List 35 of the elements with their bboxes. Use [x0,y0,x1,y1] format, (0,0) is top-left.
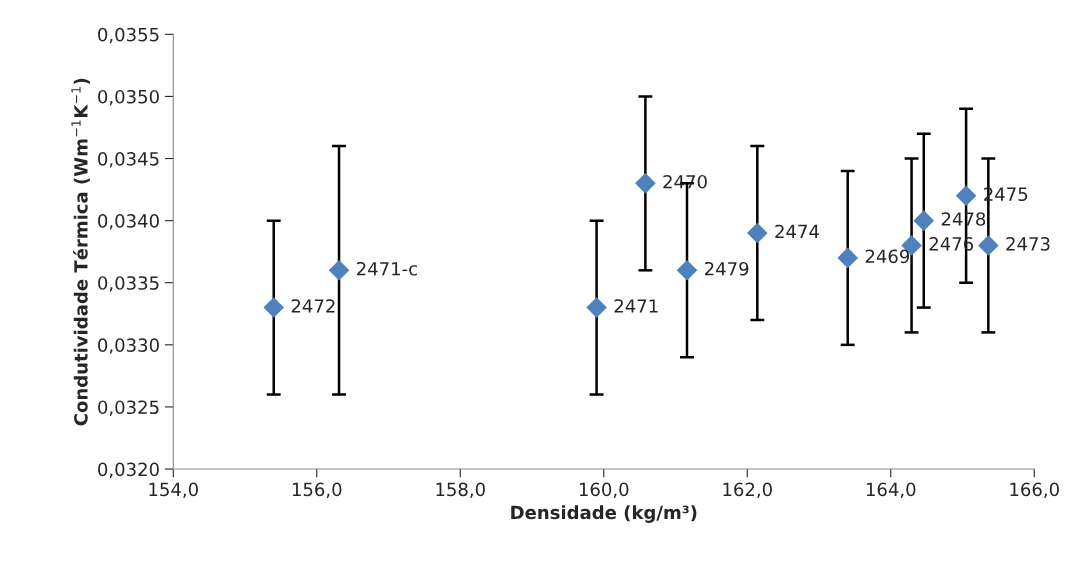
x-tick-label: 164,0 [866,482,916,499]
point [913,210,935,231]
point [747,222,768,244]
x-tick-label: 158,0 [436,482,485,499]
annotation: 2472 [291,299,335,313]
x-tick-label: 166,0 [1010,482,1059,499]
x-tick-label: 162,0 [723,482,772,499]
y-tick-label: 0,0330 [98,338,159,354]
point [328,260,350,281]
y-tick-label: 0,0350 [98,89,159,106]
point [837,247,859,269]
point [676,260,698,281]
point [586,297,607,318]
x-tick-label: 160,0 [579,482,629,499]
annotation: 2474 [775,224,819,239]
annotation: 2471 [614,299,658,313]
annotation: 2469 [865,249,910,264]
point [978,235,999,256]
y-tick-label: 0,0345 [98,151,159,168]
annotation: 2473 [1006,237,1050,251]
y-tick-label: 0,0335 [98,276,159,292]
annotation: 2470 [663,174,707,189]
y-axis-title: Condutividade Térmica (Wm$^{−1}$K$^{−1}$) [71,78,90,426]
y-tick-label: 0,0355 [98,27,159,44]
y-tick-label: 0,0340 [98,214,159,230]
annotation: 2479 [704,261,749,276]
x-tick-label: 154,0 [149,482,198,499]
y-tick-label: 0,0320 [98,462,159,478]
x-axis-title: Densidade (kg/m³) [511,505,697,523]
x-tick-label: 156,0 [292,482,342,499]
point [955,185,977,207]
point [635,173,656,194]
y-tick-label: 0,0325 [98,400,159,416]
point [263,297,285,318]
annotation: 2471-c [357,261,417,276]
